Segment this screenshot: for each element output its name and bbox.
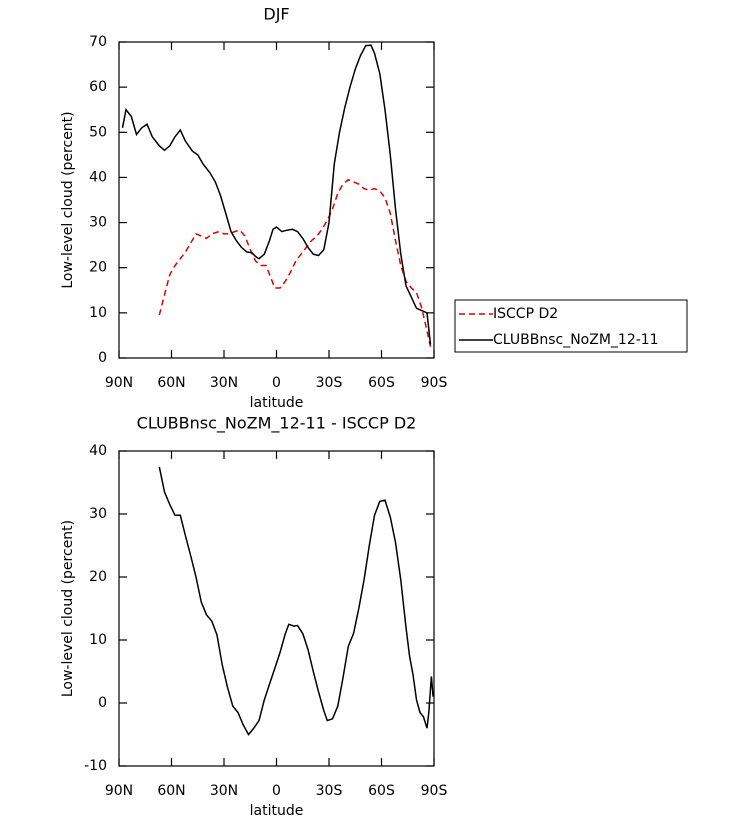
x-tick-label: 60N <box>157 375 185 391</box>
legend-label: CLUBBnsc_NoZM_12-11 <box>493 332 659 348</box>
x-tick-label: 90N <box>105 375 133 391</box>
y-tick-label: 20 <box>89 260 107 276</box>
y-tick-label: 50 <box>89 124 107 140</box>
y-tick-label: 20 <box>89 569 107 585</box>
plot-frame <box>118 450 435 767</box>
x-tick-label: 30N <box>210 375 238 391</box>
y-axis-label: Low-level cloud (percent) <box>60 520 76 697</box>
x-axis-label: latitude <box>250 395 304 411</box>
y-axis-label: Low-level cloud (percent) <box>60 111 76 288</box>
y-tick-label: 30 <box>89 215 107 231</box>
line-series <box>121 44 432 345</box>
y-tick-label: 60 <box>89 79 107 95</box>
x-tick-label: 60S <box>368 783 395 799</box>
y-tick-label: 10 <box>89 632 107 648</box>
y-tick-label: 40 <box>89 443 107 459</box>
x-tick-label: 0 <box>272 375 281 391</box>
legend-label: ISCCP D2 <box>493 306 558 322</box>
x-tick-label: 30N <box>210 783 238 799</box>
x-axis-label: latitude <box>250 803 304 819</box>
x-tick-label: 90N <box>105 783 133 799</box>
x-tick-label: 90S <box>421 375 448 391</box>
legend-box <box>454 299 688 353</box>
x-tick-label: 60S <box>368 375 395 391</box>
x-tick-label: 60N <box>157 783 185 799</box>
y-tick-label: 70 <box>89 34 107 50</box>
chart-title: CLUBBnsc_NoZM_12-11 - ISCCP D2 <box>137 414 417 434</box>
x-tick-label: 90S <box>421 783 448 799</box>
x-tick-label: 0 <box>272 783 281 799</box>
y-tick-label: 40 <box>89 169 107 185</box>
x-tick-label: 30S <box>316 783 343 799</box>
y-tick-label: 0 <box>98 695 107 711</box>
line-series <box>158 178 432 347</box>
plot-frame <box>118 41 435 359</box>
y-tick-label: 0 <box>98 350 107 366</box>
y-tick-label: 30 <box>89 506 107 522</box>
y-tick-label: -10 <box>84 758 107 774</box>
chart-title: DJF <box>263 5 289 24</box>
line-series <box>158 466 434 736</box>
x-tick-label: 30S <box>316 375 343 391</box>
y-tick-label: 10 <box>89 305 107 321</box>
